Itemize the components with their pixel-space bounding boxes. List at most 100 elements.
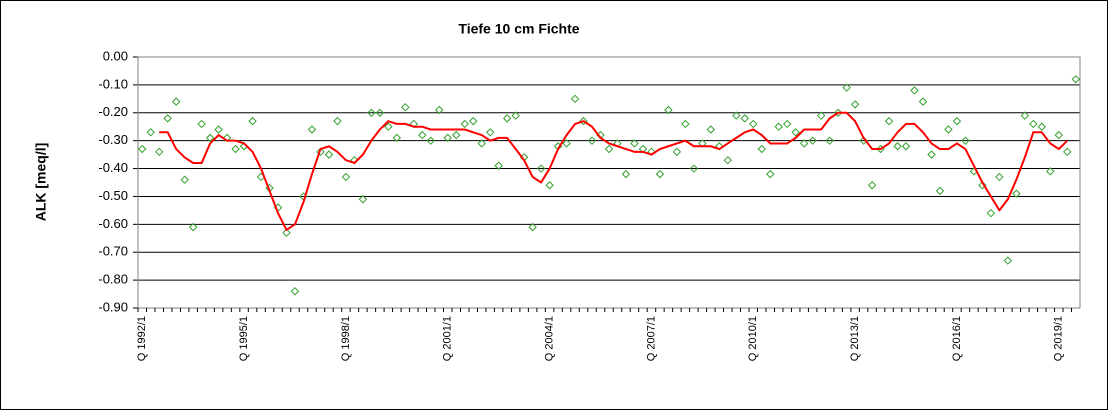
data-point (689, 164, 699, 173)
data-point (392, 133, 402, 143)
data-point (333, 116, 342, 126)
y-tick-label: -0.90 (98, 299, 128, 314)
data-point (528, 222, 537, 232)
y-tick-label: -0.60 (98, 216, 128, 231)
data-point (1020, 111, 1030, 120)
data-point (214, 125, 223, 134)
data-point (706, 125, 716, 134)
data-point (986, 208, 996, 218)
data-point (749, 119, 758, 129)
data-point (867, 181, 877, 190)
data-point (155, 147, 164, 157)
data-point (978, 181, 987, 190)
data-point (401, 102, 410, 112)
data-point (723, 155, 733, 165)
y-tick-label: -0.20 (98, 104, 128, 119)
data-point (316, 147, 325, 157)
data-point (426, 136, 435, 145)
x-tick-label: Q 2010/1 (747, 316, 759, 361)
data-point (681, 119, 690, 129)
data-point (197, 119, 206, 129)
data-point (944, 125, 953, 134)
data-point (833, 108, 843, 117)
data-point (655, 169, 665, 179)
data-point (375, 108, 385, 117)
data-point (231, 144, 240, 154)
data-point (799, 139, 809, 148)
data-point (893, 142, 902, 151)
data-point (443, 133, 452, 143)
data-point (816, 111, 826, 120)
data-point (477, 139, 486, 148)
data-point (248, 116, 257, 126)
data-point (1054, 130, 1063, 140)
data-point (918, 97, 928, 106)
data-point (774, 122, 783, 131)
chart-title: Tiefe 10 cm Fichte (458, 21, 579, 37)
data-point (452, 130, 461, 140)
y-tick-label: -0.80 (98, 272, 128, 287)
x-tick-label: Q 2016/1 (951, 316, 963, 361)
data-point (545, 181, 554, 190)
data-point (842, 83, 851, 92)
data-point (1063, 147, 1072, 157)
data-point (808, 136, 817, 145)
data-point (604, 144, 614, 154)
data-point (1029, 119, 1038, 129)
data-point (562, 139, 571, 148)
data-point (485, 128, 495, 137)
data-point (205, 133, 215, 143)
y-tick-label: -0.10 (98, 76, 128, 91)
data-point (307, 125, 317, 134)
data-point (579, 116, 588, 126)
x-tick-label: Q 2013/1 (849, 316, 861, 361)
data-point (163, 114, 172, 123)
data-point (952, 116, 962, 126)
data-point (511, 111, 520, 120)
data-point (180, 175, 189, 184)
x-tick-label: Q 2019/1 (1053, 316, 1065, 361)
data-point (901, 142, 911, 151)
data-point (1037, 122, 1047, 131)
data-point (927, 150, 936, 159)
plot-border (137, 56, 1081, 309)
y-tick-label: -0.40 (98, 160, 128, 175)
data-point (732, 111, 741, 120)
data-point (358, 195, 368, 204)
y-tick-label: 0.00 (103, 48, 128, 63)
data-point (188, 222, 198, 232)
data-point (282, 228, 291, 237)
data-point (587, 136, 597, 145)
data-point (961, 136, 970, 145)
data-point (1046, 167, 1055, 176)
data-point (783, 119, 792, 129)
x-tick-label: Q 2004/1 (544, 316, 556, 361)
data-point (1003, 256, 1013, 265)
data-point (850, 100, 860, 109)
data-point (791, 128, 800, 137)
data-point (341, 172, 351, 182)
data-point (435, 105, 444, 115)
plot-area: 0.00 -0.10 -0.20 -0.30 -0.40 -0.50 -0.60 -0.70 -… (98, 48, 1081, 361)
y-tick-label: -0.30 (98, 132, 128, 147)
data-point (621, 169, 631, 179)
data-point (367, 108, 376, 117)
data-point (138, 144, 147, 154)
data-point (536, 164, 546, 173)
data-point (460, 119, 469, 129)
data-point (884, 116, 894, 126)
data-point (664, 105, 673, 115)
data-point (757, 144, 766, 154)
data-point (494, 161, 503, 170)
data-point (672, 147, 682, 157)
data-point (146, 128, 155, 137)
data-point (740, 114, 749, 123)
x-tick-label: Q 2007/1 (645, 316, 657, 361)
data-point (502, 114, 512, 123)
trend-line (159, 111, 1068, 231)
data-point (995, 172, 1004, 182)
data-point (171, 97, 181, 106)
data-point (324, 150, 334, 159)
